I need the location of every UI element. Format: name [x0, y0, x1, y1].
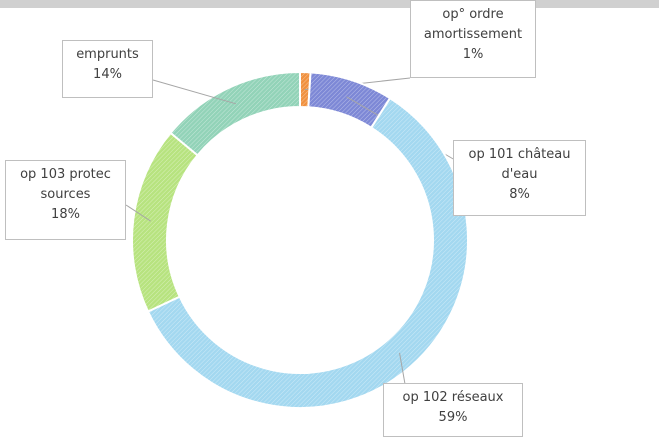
leader-line [125, 204, 151, 222]
category-label: op 101 château d'eau [468, 147, 571, 182]
value-label: 59% [438, 410, 468, 425]
data-label: op 102 réseaux 59% [383, 383, 523, 437]
leader-line [399, 352, 406, 385]
data-label: op 103 protec sources 18% [5, 160, 126, 240]
slice-hatch [132, 132, 198, 312]
category-label: op 102 réseaux [402, 390, 504, 405]
value-label: 1% [462, 47, 484, 62]
value-label: 18% [51, 207, 80, 222]
category-label: op 103 protec sources [20, 167, 111, 202]
leader-line [152, 79, 237, 105]
category-label: op° ordre amortissement [423, 7, 523, 42]
top-bar [0, 0, 659, 8]
slice-hatch [170, 72, 300, 156]
slice-hatch [308, 72, 391, 128]
category-label: emprunts [76, 47, 139, 62]
data-label: op° ordre amortissement 1% [410, 0, 536, 78]
data-label: op 101 château d'eau 8% [453, 140, 586, 216]
value-label: 14% [93, 67, 122, 82]
data-label: emprunts 14% [62, 40, 153, 98]
value-label: 8% [509, 187, 530, 202]
